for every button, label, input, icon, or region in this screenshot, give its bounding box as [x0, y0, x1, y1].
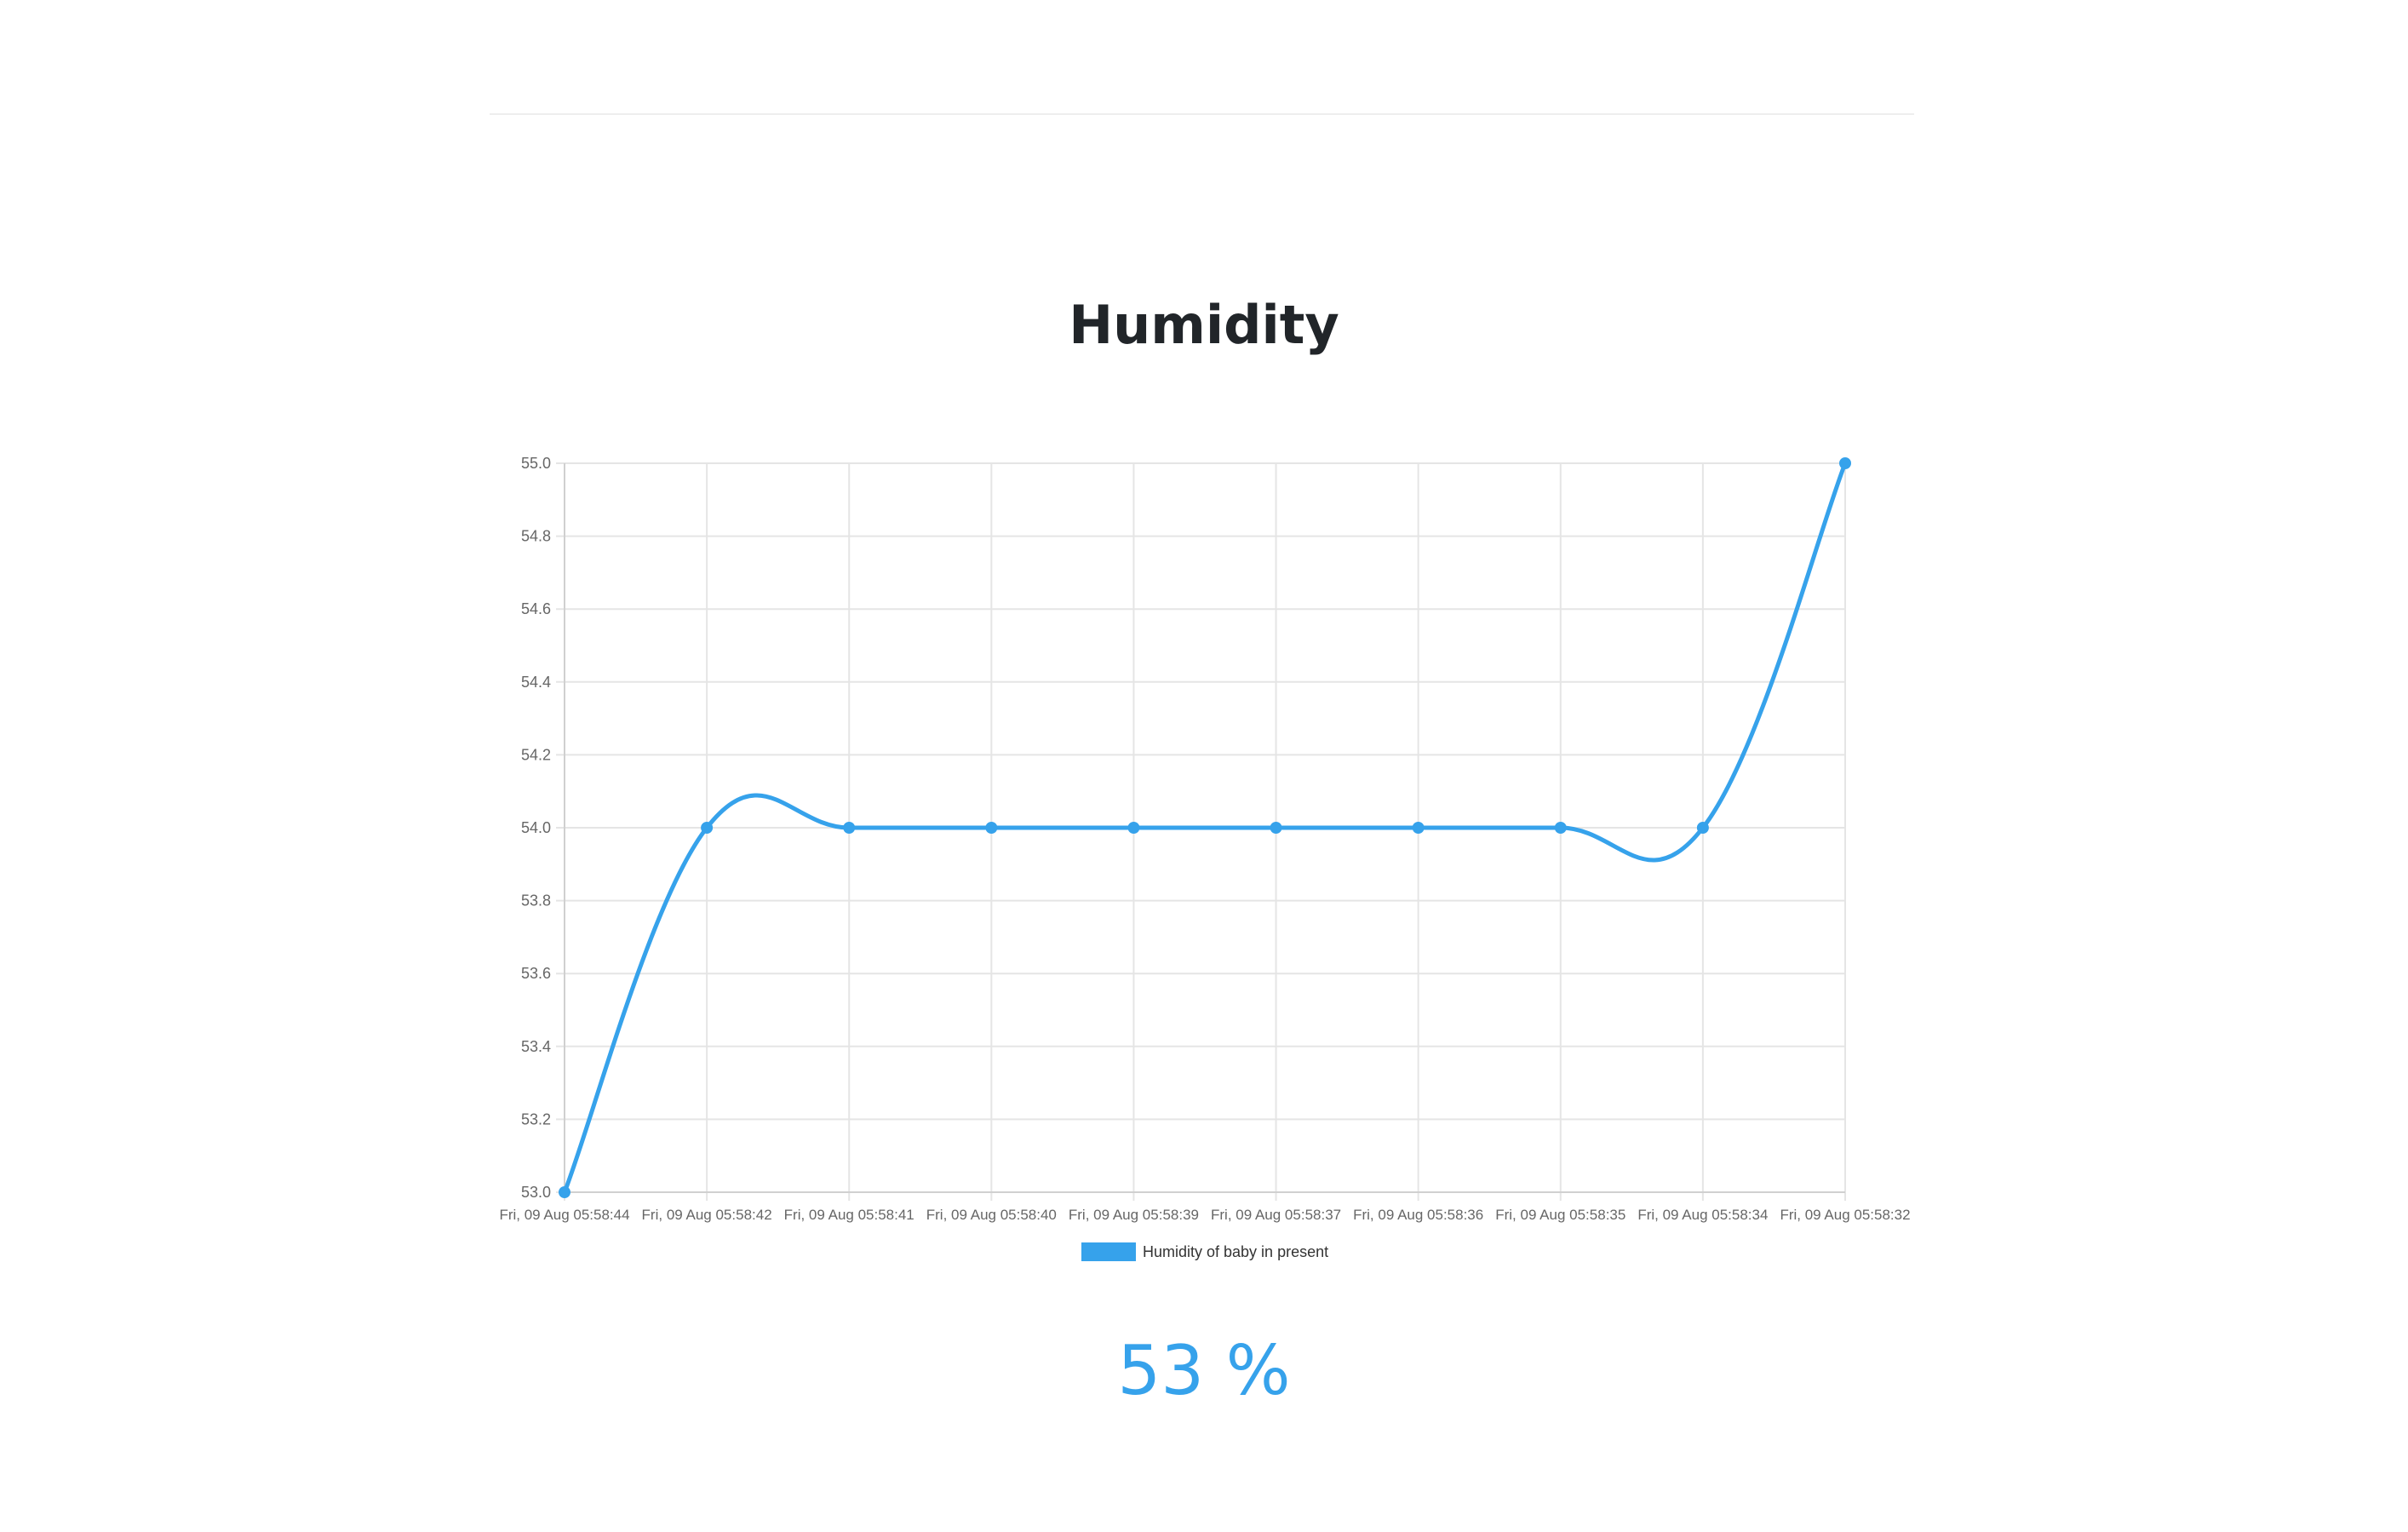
x-tick-label: Fri, 09 Aug 05:58:34: [1637, 1207, 1768, 1223]
y-tick-label: 54.4: [521, 674, 551, 691]
data-point[interactable]: [985, 822, 998, 834]
header-divider: [490, 113, 1914, 115]
data-point[interactable]: [1696, 822, 1709, 834]
y-tick-label: 53.4: [521, 1038, 551, 1055]
data-point[interactable]: [1270, 822, 1282, 834]
y-tick-label: 53.2: [521, 1110, 551, 1127]
y-tick-label: 54.8: [521, 528, 551, 545]
data-point[interactable]: [1412, 822, 1425, 834]
y-tick-label: 53.6: [521, 965, 551, 982]
page-title: Humidity: [1069, 293, 1339, 356]
legend-swatch[interactable]: [1081, 1242, 1136, 1261]
data-point[interactable]: [701, 822, 714, 834]
x-tick-label: Fri, 09 Aug 05:58:36: [1353, 1207, 1483, 1223]
data-point[interactable]: [1839, 457, 1851, 469]
x-axis-ticks: Fri, 09 Aug 05:58:44 Fri, 09 Aug 05:58:42…: [499, 1207, 1910, 1223]
x-tick-label: Fri, 09 Aug 05:58:44: [499, 1207, 629, 1223]
data-point[interactable]: [559, 1186, 570, 1198]
chart-grid: [556, 462, 1846, 1201]
current-humidity-value: 53 %: [1117, 1331, 1291, 1410]
y-tick-label: 54.6: [521, 600, 551, 617]
x-tick-label: Fri, 09 Aug 05:58:40: [926, 1207, 1057, 1223]
series-line: [562, 462, 1848, 1193]
y-tick-label: 53.0: [521, 1184, 551, 1201]
x-tick-label: Fri, 09 Aug 05:58:41: [784, 1207, 914, 1223]
y-tick-label: 55.0: [521, 455, 551, 472]
data-point[interactable]: [843, 822, 856, 834]
x-tick-label: Fri, 09 Aug 05:58:35: [1495, 1207, 1625, 1223]
x-tick-label: Fri, 09 Aug 05:58:39: [1069, 1207, 1199, 1223]
y-tick-label: 54.0: [521, 819, 551, 836]
x-tick-label: Fri, 09 Aug 05:58:37: [1211, 1207, 1341, 1223]
y-tick-label: 53.8: [521, 892, 551, 909]
x-tick-label: Fri, 09 Aug 05:58:42: [642, 1207, 772, 1223]
x-tick-label: Fri, 09 Aug 05:58:32: [1780, 1207, 1910, 1223]
data-point[interactable]: [1127, 822, 1140, 834]
series-humidity: [559, 457, 1851, 1198]
y-tick-label: 54.2: [521, 746, 551, 763]
data-point[interactable]: [1554, 822, 1567, 834]
legend-label[interactable]: Humidity of baby in present: [1143, 1243, 1328, 1260]
y-axis-ticks: 53.0 53.2 53.4 53.6 53.8 54.0 54.2 54.4 54.6 54.8…: [521, 455, 551, 1201]
chart-legend[interactable]: Humidity of baby in present: [1081, 1242, 1328, 1261]
